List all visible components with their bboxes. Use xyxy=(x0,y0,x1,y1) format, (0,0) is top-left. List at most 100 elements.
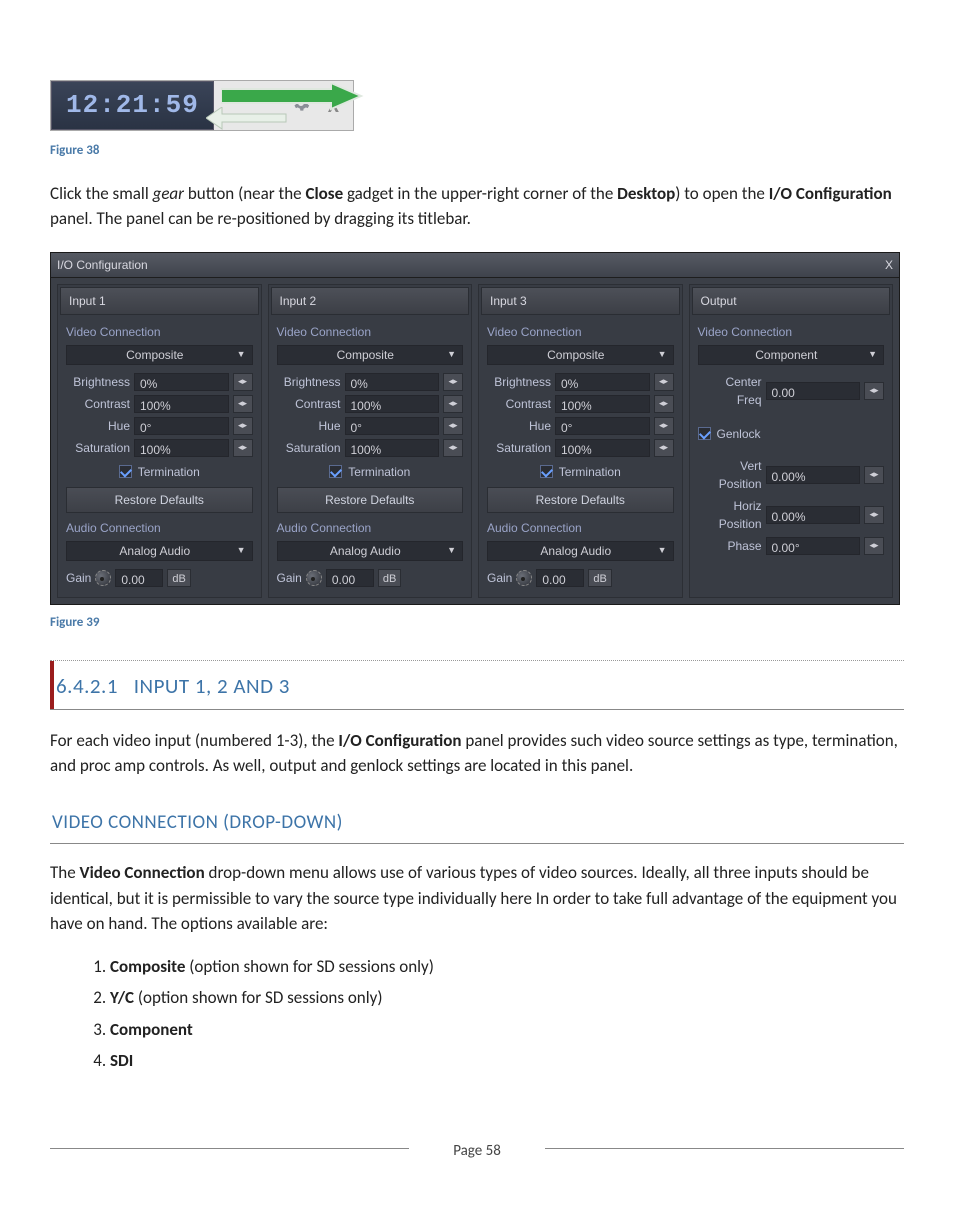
brightness-value[interactable]: 0% xyxy=(134,373,229,391)
audio-connection-dropdown[interactable]: Analog Audio ▼ xyxy=(277,541,464,561)
io-titlebar[interactable]: I/O Configuration X xyxy=(51,253,899,278)
horiz-position-row: Horiz Position 0.00% ◂▸ xyxy=(698,497,885,533)
termination-checkbox[interactable] xyxy=(329,465,342,478)
brightness-spinner[interactable]: ◂▸ xyxy=(654,373,674,391)
contrast-value[interactable]: 100% xyxy=(345,395,440,413)
gain-knob-icon[interactable] xyxy=(95,570,111,586)
gain-knob-icon[interactable] xyxy=(516,570,532,586)
restore-defaults-button[interactable]: Restore Defaults xyxy=(487,487,674,513)
io-columns: Input 1 Video Connection Composite ▼ Bri… xyxy=(51,278,899,604)
gain-value[interactable]: 0.00 xyxy=(115,569,163,587)
saturation-spinner[interactable]: ◂▸ xyxy=(654,439,674,457)
video-connection-label: Video Connection xyxy=(487,323,674,341)
gear-icon[interactable] xyxy=(292,91,310,121)
saturation-spinner[interactable]: ◂▸ xyxy=(443,439,463,457)
phase-spinner[interactable]: ◂▸ xyxy=(864,537,884,555)
page-footer: Page 58 xyxy=(50,1137,904,1161)
brightness-label: Brightness xyxy=(66,373,130,391)
audio-connection-label: Audio Connection xyxy=(66,519,253,537)
horiz-position-value[interactable]: 0.00% xyxy=(766,506,861,524)
io-close-icon[interactable]: X xyxy=(885,256,893,274)
horiz-position-spinner[interactable]: ◂▸ xyxy=(864,506,884,524)
brightness-value[interactable]: 0% xyxy=(345,373,440,391)
genlock-row[interactable]: Genlock xyxy=(698,425,885,443)
hue-spinner[interactable]: ◂▸ xyxy=(654,417,674,435)
contrast-label: Contrast xyxy=(487,395,551,413)
hue-value[interactable]: 0° xyxy=(555,417,650,435)
audio-connection-dropdown[interactable]: Analog Audio ▼ xyxy=(66,541,253,561)
contrast-row: Contrast 100% ◂▸ xyxy=(487,395,674,413)
saturation-spinner[interactable]: ◂▸ xyxy=(233,439,253,457)
termination-checkbox[interactable] xyxy=(119,465,132,478)
contrast-spinner[interactable]: ◂▸ xyxy=(654,395,674,413)
output-video-connection-dropdown[interactable]: Component ▼ xyxy=(698,345,885,365)
saturation-value[interactable]: 100% xyxy=(555,439,650,457)
input-3-column: Input 3 Video Connection Composite ▼ Bri… xyxy=(478,284,683,598)
contrast-value[interactable]: 100% xyxy=(555,395,650,413)
gain-unit: dB xyxy=(378,569,401,587)
audio-connection-value: Analog Audio xyxy=(73,542,237,560)
chevron-down-icon: ▼ xyxy=(237,544,246,558)
phase-value[interactable]: 0.00° xyxy=(766,537,861,555)
hue-value[interactable]: 0° xyxy=(134,417,229,435)
input-2-column: Input 2 Video Connection Composite ▼ Bri… xyxy=(268,284,473,598)
output-video-connection-value: Component xyxy=(705,346,869,364)
genlock-checkbox[interactable] xyxy=(698,427,711,440)
brightness-spinner[interactable]: ◂▸ xyxy=(443,373,463,391)
brightness-row: Brightness 0% ◂▸ xyxy=(277,373,464,391)
close-icon[interactable]: X xyxy=(328,91,339,121)
termination-label: Termination xyxy=(348,463,410,481)
io-config-panel: I/O Configuration X Input 1 Video Connec… xyxy=(50,252,900,605)
vert-position-value[interactable]: 0.00% xyxy=(766,466,861,484)
subsection-heading: VIDEO CONNECTION (DROP-DOWN) xyxy=(50,803,904,845)
termination-row[interactable]: Termination xyxy=(277,463,464,481)
column-header: Input 1 xyxy=(60,287,259,315)
termination-row[interactable]: Termination xyxy=(66,463,253,481)
section-paragraph: For each video input (numbered 1-3), the… xyxy=(50,728,904,779)
video-connection-dropdown[interactable]: Composite ▼ xyxy=(487,345,674,365)
input-1-column: Input 1 Video Connection Composite ▼ Bri… xyxy=(57,284,262,598)
hue-row: Hue 0° ◂▸ xyxy=(66,417,253,435)
hue-spinner[interactable]: ◂▸ xyxy=(233,417,253,435)
contrast-row: Contrast 100% ◂▸ xyxy=(277,395,464,413)
gain-label: Gain xyxy=(487,569,512,587)
column-header: Output xyxy=(692,287,891,315)
hue-label: Hue xyxy=(277,417,341,435)
gain-knob-icon[interactable] xyxy=(306,570,322,586)
termination-label: Termination xyxy=(138,463,200,481)
saturation-value[interactable]: 100% xyxy=(134,439,229,457)
horiz-position-label: Horiz Position xyxy=(698,497,762,533)
restore-defaults-button[interactable]: Restore Defaults xyxy=(66,487,253,513)
brightness-value[interactable]: 0% xyxy=(555,373,650,391)
output-column: Output Video Connection Component ▼ Cent… xyxy=(689,284,894,598)
center-freq-value[interactable]: 0.00 xyxy=(766,382,861,400)
hue-spinner[interactable]: ◂▸ xyxy=(443,417,463,435)
center-freq-spinner[interactable]: ◂▸ xyxy=(864,382,884,400)
hue-row: Hue 0° ◂▸ xyxy=(277,417,464,435)
gain-value[interactable]: 0.00 xyxy=(536,569,584,587)
restore-defaults-button[interactable]: Restore Defaults xyxy=(277,487,464,513)
brightness-spinner[interactable]: ◂▸ xyxy=(233,373,253,391)
saturation-value[interactable]: 100% xyxy=(345,439,440,457)
hue-value[interactable]: 0° xyxy=(345,417,440,435)
gain-value[interactable]: 0.00 xyxy=(326,569,374,587)
contrast-value[interactable]: 100% xyxy=(134,395,229,413)
contrast-spinner[interactable]: ◂▸ xyxy=(233,395,253,413)
audio-connection-dropdown[interactable]: Analog Audio ▼ xyxy=(487,541,674,561)
termination-label: Termination xyxy=(559,463,621,481)
contrast-spinner[interactable]: ◂▸ xyxy=(443,395,463,413)
contrast-label: Contrast xyxy=(277,395,341,413)
video-connection-dropdown[interactable]: Composite ▼ xyxy=(66,345,253,365)
section-heading: 6.4.2.1 INPUT 1, 2 AND 3 xyxy=(50,660,904,710)
vert-position-spinner[interactable]: ◂▸ xyxy=(864,466,884,484)
video-connection-dropdown[interactable]: Composite ▼ xyxy=(277,345,464,365)
gain-unit: dB xyxy=(167,569,190,587)
termination-checkbox[interactable] xyxy=(540,465,553,478)
termination-row[interactable]: Termination xyxy=(487,463,674,481)
figure-38: 12:21:59 X xyxy=(50,80,904,131)
vert-position-label: Vert Position xyxy=(698,457,762,493)
gain-row: Gain 0.00 dB xyxy=(277,569,464,587)
intro-paragraph: Click the small gear button (near the Cl… xyxy=(50,181,904,232)
video-connection-label: Video Connection xyxy=(698,323,885,341)
column-header: Input 3 xyxy=(481,287,680,315)
